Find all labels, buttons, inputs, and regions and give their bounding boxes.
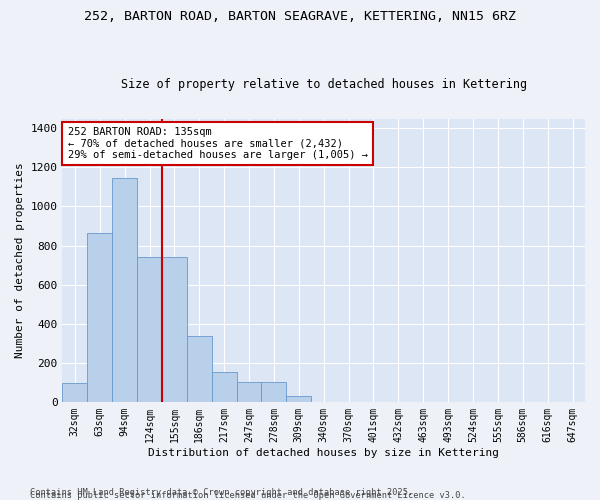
Text: Contains HM Land Registry data © Crown copyright and database right 2025.: Contains HM Land Registry data © Crown c… bbox=[30, 488, 413, 497]
Bar bbox=[212, 372, 236, 402]
Bar bbox=[262, 382, 286, 402]
Bar bbox=[236, 382, 262, 402]
Bar bbox=[187, 336, 212, 402]
Bar bbox=[88, 233, 112, 402]
Text: 252 BARTON ROAD: 135sqm
← 70% of detached houses are smaller (2,432)
29% of semi: 252 BARTON ROAD: 135sqm ← 70% of detache… bbox=[68, 127, 368, 160]
Bar bbox=[286, 396, 311, 402]
X-axis label: Distribution of detached houses by size in Kettering: Distribution of detached houses by size … bbox=[148, 448, 499, 458]
Title: Size of property relative to detached houses in Kettering: Size of property relative to detached ho… bbox=[121, 78, 527, 91]
Bar bbox=[137, 258, 162, 402]
Bar bbox=[162, 258, 187, 402]
Text: Contains public sector information licensed under the Open Government Licence v3: Contains public sector information licen… bbox=[30, 492, 466, 500]
Bar bbox=[62, 384, 88, 402]
Y-axis label: Number of detached properties: Number of detached properties bbox=[15, 162, 25, 358]
Text: 252, BARTON ROAD, BARTON SEAGRAVE, KETTERING, NN15 6RZ: 252, BARTON ROAD, BARTON SEAGRAVE, KETTE… bbox=[84, 10, 516, 23]
Bar bbox=[112, 178, 137, 402]
